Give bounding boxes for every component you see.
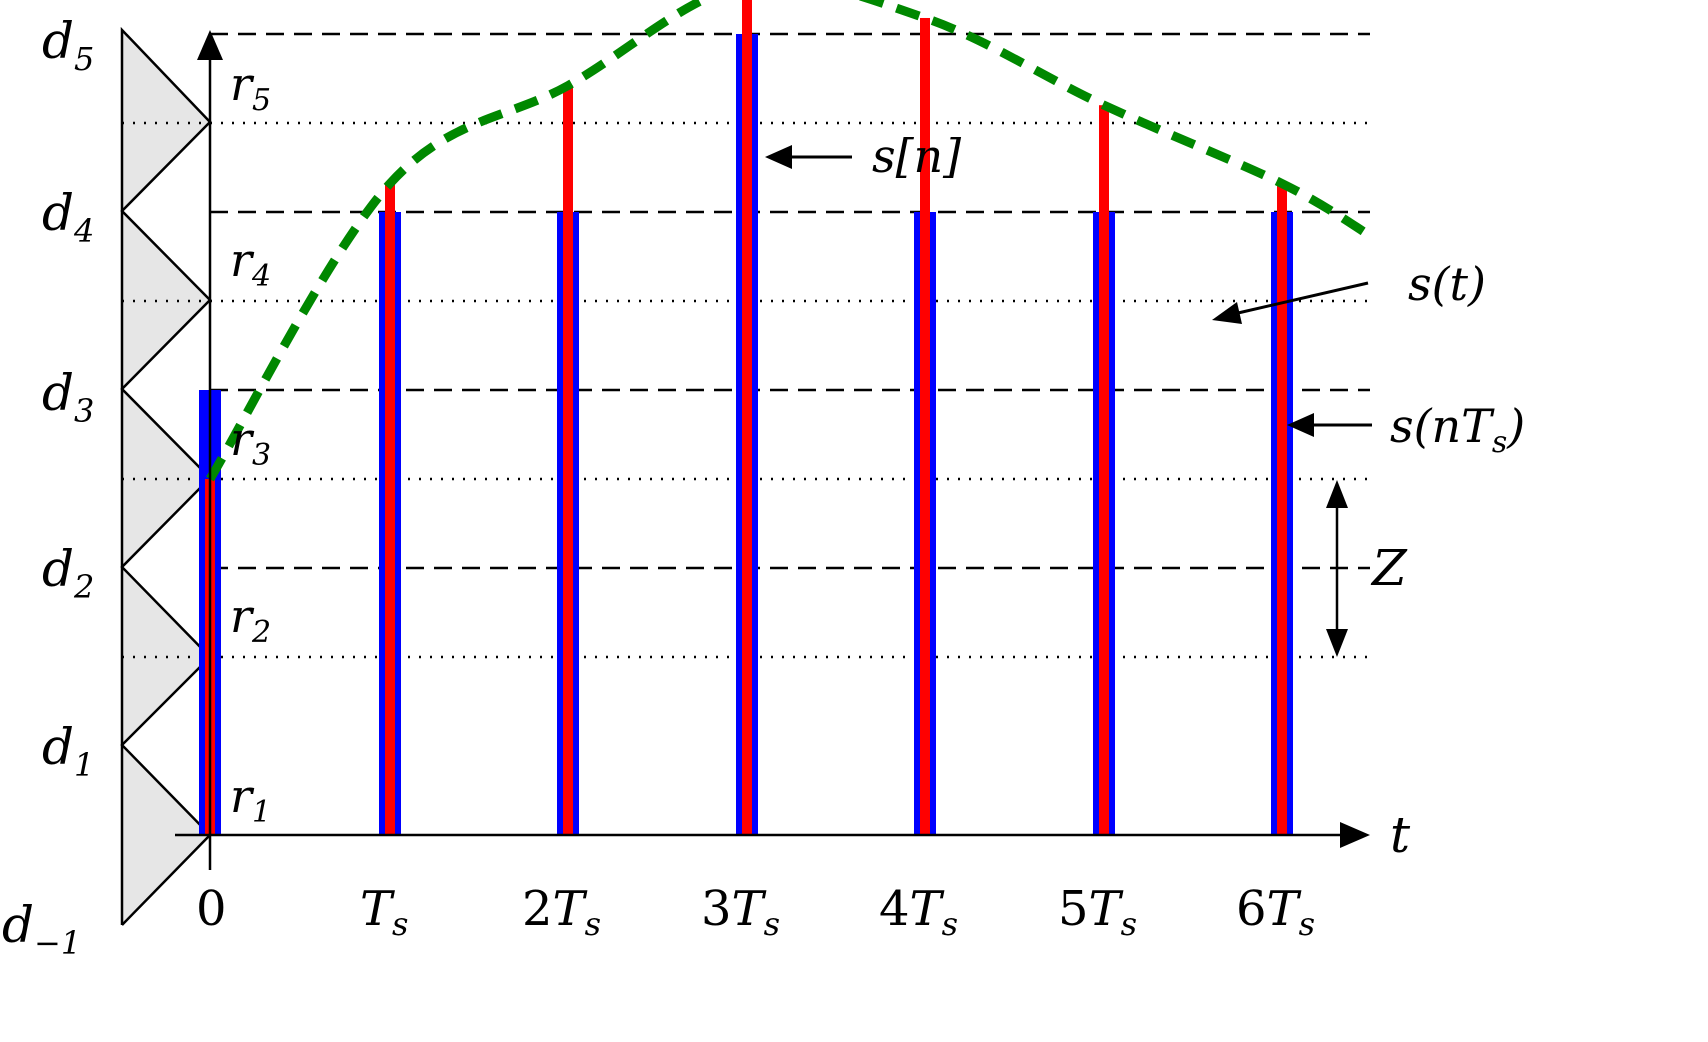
time-tick-label: 5Ts <box>1058 881 1137 943</box>
decision-label: d5 <box>42 12 94 78</box>
snTs-label: s(nTs) <box>1390 399 1525 460</box>
time-tick-label: 2Ts <box>522 881 601 943</box>
labels: d5 d4 d3 d2 d1 d−1 r5 r4 r3 r2 r10 Ts 2Ts 3Ts 4Ts 5Ts 6T… <box>2 12 1525 962</box>
sample-bars <box>199 0 1293 836</box>
axes <box>175 30 1372 870</box>
triangle-outline <box>120 26 212 926</box>
reconstruction-label: r5 <box>230 57 271 118</box>
time-tick-label: 3Ts <box>701 881 780 943</box>
decision-triangles <box>120 26 212 926</box>
decision-label: d2 <box>42 540 94 606</box>
level-grid <box>122 32 1370 659</box>
reconstruction-label: r4 <box>230 233 271 294</box>
time-tick-label: Ts <box>360 881 408 943</box>
sn-arrow-head <box>765 145 792 169</box>
step-arrow-head-up <box>1326 480 1348 508</box>
decision-label: d4 <box>42 184 94 250</box>
sample-bar <box>1099 105 1109 835</box>
time-tick-label: 4Ts <box>879 881 958 943</box>
snTs-arrow-head <box>1287 413 1314 437</box>
sample-bar <box>742 0 752 836</box>
sample-bar <box>1277 183 1287 835</box>
sample-bar <box>920 17 930 836</box>
decision-label: d3 <box>42 364 94 430</box>
sample-bar <box>563 85 573 836</box>
signal-curve <box>206 0 1375 482</box>
reconstruction-label: r2 <box>230 589 271 650</box>
t-axis-label: t <box>1390 806 1411 864</box>
step-arrow-head-down <box>1326 629 1348 657</box>
time-tick-label: 6Ts <box>1236 881 1315 943</box>
triangle-fill <box>122 30 210 925</box>
reconstruction-label: r3 <box>230 412 271 473</box>
step-label: Z <box>1370 539 1408 597</box>
y-axis-arrowhead <box>197 30 223 60</box>
st-arrow-head <box>1212 302 1242 324</box>
signal-curve-path <box>206 0 1375 482</box>
reconstruction-label: r1 <box>230 769 271 830</box>
sn-label: s[n] <box>872 129 961 183</box>
decision-label: d1 <box>42 718 94 784</box>
st-label: s(t) <box>1408 257 1486 311</box>
time-tick-label: 0 <box>196 881 227 937</box>
sample-bar <box>385 183 395 835</box>
x-axis-arrowhead <box>1340 822 1370 848</box>
st-arrow-shaft <box>1237 281 1369 315</box>
decision-label: d−1 <box>2 896 81 962</box>
